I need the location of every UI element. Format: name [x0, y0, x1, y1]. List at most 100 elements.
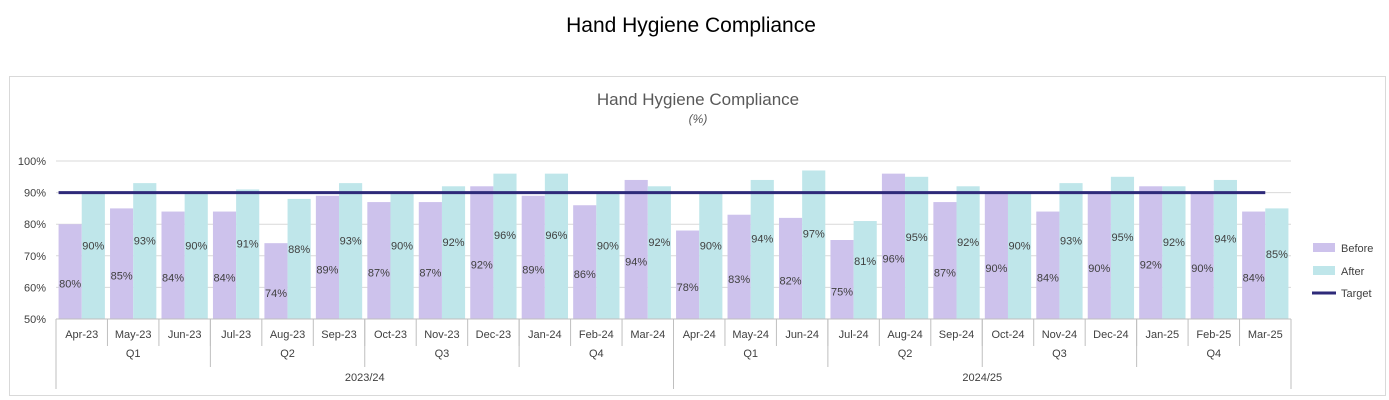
data-label-after: 93%: [340, 235, 362, 247]
x-tick-label: Aug-23: [270, 329, 305, 341]
bar-before: [58, 224, 82, 319]
bar-after: [699, 192, 723, 319]
data-label-before: 78%: [677, 282, 699, 294]
x-tick-label: Nov-24: [1042, 329, 1077, 341]
data-label-after: 90%: [597, 240, 619, 252]
data-label-after: 81%: [854, 256, 876, 268]
bar-after: [853, 221, 877, 319]
year-label: 2023/24: [345, 372, 385, 384]
x-tick-label: Feb-25: [1196, 329, 1231, 341]
data-label-after: 97%: [803, 228, 825, 240]
bar-before: [1139, 186, 1163, 319]
data-label-after: 90%: [185, 240, 207, 252]
x-tick-label: Jan-24: [528, 329, 562, 341]
data-label-before: 85%: [111, 271, 133, 283]
bar-after: [236, 189, 260, 319]
x-tick-label: Sep-23: [321, 329, 356, 341]
quarter-label: Q4: [589, 348, 604, 360]
data-label-after: 93%: [1060, 235, 1082, 247]
x-tick-label: Feb-24: [579, 329, 614, 341]
bar-after: [339, 183, 363, 319]
x-tick-label: May-23: [115, 329, 152, 341]
bar-after: [596, 192, 620, 319]
data-label-before: 83%: [728, 274, 750, 286]
bar-before: [1036, 211, 1060, 319]
data-label-before: 86%: [574, 269, 596, 281]
bar-before: [624, 179, 648, 319]
data-label-after: 90%: [82, 240, 104, 252]
bar-after: [133, 183, 157, 319]
data-label-before: 90%: [1088, 263, 1110, 275]
quarter-label: Q2: [280, 348, 295, 360]
bar-after: [750, 179, 774, 319]
quarter-label: Q1: [743, 348, 758, 360]
x-tick-label: Oct-24: [991, 329, 1024, 341]
data-label-after: 92%: [648, 237, 670, 249]
data-label-after: 92%: [957, 237, 979, 249]
quarter-label: Q1: [126, 348, 141, 360]
x-tick-label: Jul-24: [839, 329, 869, 341]
data-label-before: 87%: [368, 268, 390, 280]
y-axis: 50% 60% 70% 80% 90% 100%: [18, 156, 46, 326]
bar-before: [676, 230, 700, 319]
legend-label-before: Before: [1341, 243, 1373, 255]
data-label-after: 92%: [443, 237, 465, 249]
bar-before: [881, 173, 906, 319]
data-label-before: 74%: [265, 288, 287, 300]
data-label-before: 89%: [316, 264, 338, 276]
bar-after: [1007, 192, 1032, 319]
data-label-before: 94%: [625, 256, 647, 268]
data-label-before: 90%: [985, 263, 1007, 275]
bar-before: [984, 192, 1008, 319]
data-labels: 80% 90% 85% 93% 84% 90% 84% 91% 74% 88% 89% 93% 87% 9…: [59, 228, 1288, 300]
bar-before: [727, 214, 751, 319]
bar-after: [647, 186, 671, 319]
chart-subtitle: (%): [689, 112, 708, 126]
bar-before: [573, 205, 597, 319]
data-label-after: 95%: [1111, 232, 1133, 244]
bar-before: [161, 211, 185, 319]
bar-after: [1265, 208, 1289, 319]
bar-after: [1162, 186, 1186, 319]
bar-before: [110, 208, 134, 319]
legend-swatch-after: [1313, 266, 1335, 275]
bar-before: [418, 202, 442, 319]
data-label-before: 96%: [882, 253, 904, 265]
y-tick-label: 50%: [24, 314, 46, 326]
data-label-after: 96%: [545, 230, 567, 242]
chart-svg: Hand Hygiene Compliance (%) 50% 60% 70% 80%…: [18, 90, 1373, 389]
data-label-before: 92%: [1140, 260, 1162, 272]
y-tick-label: 80%: [24, 219, 46, 231]
x-tick-label: Sep-24: [939, 329, 974, 341]
data-label-after: 90%: [1009, 240, 1031, 252]
data-label-after: 92%: [1163, 237, 1185, 249]
legend-label-target: Target: [1341, 288, 1372, 300]
data-label-after: 94%: [751, 234, 773, 246]
legend: Before After Target: [1312, 243, 1373, 300]
y-tick-label: 100%: [18, 156, 46, 168]
x-tick-label: Dec-23: [476, 329, 511, 341]
data-label-after: 88%: [288, 244, 310, 256]
x-tick-label: Aug-24: [887, 329, 922, 341]
chart-title: Hand Hygiene Compliance: [597, 90, 799, 109]
bar-before: [264, 243, 288, 319]
bar-before: [367, 202, 391, 319]
data-label-after: 96%: [494, 230, 516, 242]
x-tick-label: Mar-25: [1248, 329, 1283, 341]
quarter-label: Q2: [898, 348, 913, 360]
x-tick-label: Jun-23: [168, 329, 202, 341]
page-title: Hand Hygiene Compliance: [566, 14, 816, 37]
year-label: 2024/25: [962, 372, 1002, 384]
data-label-before: 87%: [419, 268, 441, 280]
bar-after: [956, 186, 980, 319]
legend-label-after: After: [1341, 266, 1365, 278]
bar-after: [441, 186, 466, 319]
quarter-label: Q4: [1206, 348, 1221, 360]
data-label-after: 90%: [391, 240, 413, 252]
bar-after: [287, 198, 311, 319]
data-label-before: 87%: [934, 268, 956, 280]
bar-after: [1110, 176, 1135, 319]
data-label-before: 92%: [471, 260, 493, 272]
quarter-label: Q3: [1052, 348, 1067, 360]
legend-swatch-before: [1313, 243, 1335, 252]
